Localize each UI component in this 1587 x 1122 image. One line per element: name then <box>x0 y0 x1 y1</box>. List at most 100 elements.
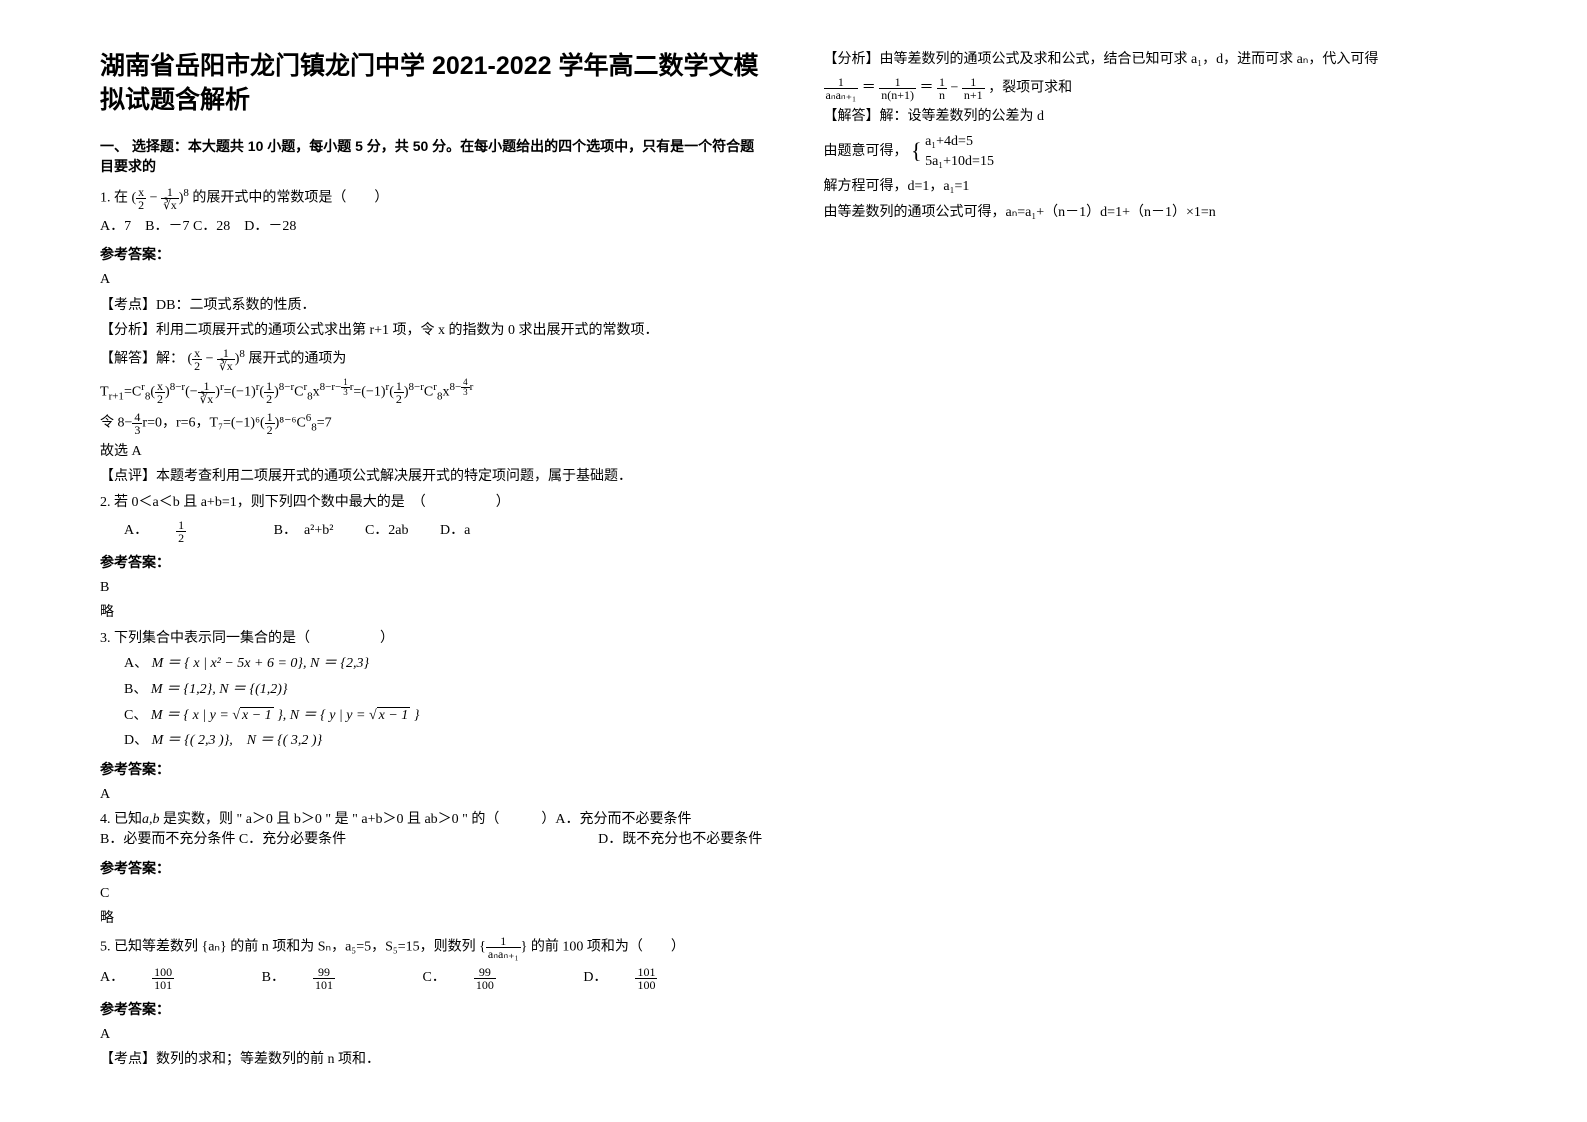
label: B． <box>262 968 285 988</box>
q5-general-term: 由等差数列的通项公式可得，aₙ=a₁+（n－1）d=1+（n－1）×1=n <box>824 203 1488 223</box>
frac-bot: aₙaₙ₊₁ <box>486 948 521 960</box>
frac-top: 1 <box>486 935 521 948</box>
sup: r <box>256 381 260 393</box>
frac: 1n <box>937 76 947 101</box>
expr: M ＝ {( 2,3 )}, N ＝ {( 3,2 )} <box>152 733 323 748</box>
exponent: 8 <box>239 348 245 360</box>
frac-bot: n <box>937 89 947 101</box>
expr: M ＝ { x | y = √x − 1 }, N ＝ { y | y = √x… <box>151 707 420 723</box>
opt-d: D．a <box>440 521 470 541</box>
frac: 12 <box>394 380 404 405</box>
frac: 1∛x <box>198 380 216 405</box>
opt-b: B．99101 <box>262 966 391 991</box>
sup: 8−43r <box>449 381 473 393</box>
eq2: 5a₁+10d=15 <box>925 152 994 172</box>
opt-a: A． 100101 <box>100 966 230 991</box>
q3-opt-c: C、 M ＝ { x | y = √x − 1 }, N ＝ { y | y =… <box>100 706 764 726</box>
frac-bot: 101 <box>152 979 174 991</box>
opt-b: B． a²+b² <box>274 521 334 541</box>
q5-answer: A <box>100 1025 764 1045</box>
sqrt: x − 1 <box>240 707 274 723</box>
question-1: 1. 在 (x2 − 1∛x)8 的展开式中的常数项是（ ） <box>100 186 764 211</box>
text: }, N ＝ { y | y = <box>274 708 369 723</box>
label: D． <box>583 968 607 988</box>
q1-tail: 的展开式中的常数项是（ ） <box>192 190 388 205</box>
text: M ＝ { x | y = <box>151 708 232 723</box>
frac-top: x <box>192 347 202 360</box>
text: ，裂项可求和 <box>988 80 1072 95</box>
frac: 1∛x <box>161 186 179 211</box>
eq: ＝ <box>862 80 876 95</box>
frac-top: 99 <box>313 966 335 979</box>
vars: a,b <box>142 812 160 827</box>
answer-label: 参考答案： <box>100 858 764 878</box>
frac-bot: 100 <box>474 979 496 991</box>
question-5: 5. 已知等差数列 {aₙ} 的前 n 项和为 Sₙ，a₅=5，S₅=15，则数… <box>100 935 764 960</box>
frac-bot: ∛x <box>198 393 216 405</box>
frac-bot: n(n+1) <box>879 89 916 101</box>
text: 的前 100 项和为（ ） <box>531 939 685 954</box>
q1-general-term: Tr+1=Cr8(x2)8−r(−1∛x)r=(−1)r(12)8−rCr8x8… <box>100 378 764 405</box>
frac-top: 101 <box>635 966 657 979</box>
expr: M ＝ { x | x² − 5x + 6 = 0}, N ＝ {2,3} <box>152 656 369 671</box>
frac: 1n(n+1) <box>879 76 916 101</box>
q1-kaodian: 【考点】DB：二项式系数的性质． <box>100 296 764 316</box>
opt-d: D． 101100 <box>583 966 713 991</box>
text: 令 <box>100 416 114 431</box>
frac-bot: 2 <box>265 424 275 436</box>
question-2: 2. 若 0＜a＜b 且 a+b=1，则下列四个数中最大的是 （ ） <box>100 493 764 513</box>
q4-answer: C <box>100 884 764 904</box>
opt-c: C．99100 <box>422 966 551 991</box>
frac-top: 1 <box>962 76 985 89</box>
q1-dianping: 【点评】本题考查利用二项展开式的通项公式解决展开式的特定项问题，属于基础题． <box>100 467 764 487</box>
label: C、 <box>124 708 147 723</box>
sup: 8−r−13r <box>320 381 354 393</box>
frac: 101100 <box>635 966 685 991</box>
q1-prefix: 1. 在 <box>100 190 128 205</box>
minus: − <box>951 80 959 95</box>
sup: r <box>386 381 390 393</box>
q5-telescoping: 1aₙaₙ₊₁ ＝ 1n(n+1) ＝ 1n − 1n+1 ，裂项可求和 <box>824 76 1488 101</box>
doc-title: 湖南省岳阳市龙门镇龙门中学 2021-2022 学年高二数学文模拟试题含解析 <box>100 50 764 118</box>
frac-bot: ∛x <box>161 199 179 211</box>
text: 由题意可得， <box>824 144 908 159</box>
label: A． <box>100 968 124 988</box>
frac-top: 1 <box>879 76 916 89</box>
frac-top: 4 <box>132 411 142 424</box>
text: r=0，r=6，T₇=(−1)⁶( <box>142 416 264 431</box>
frac: 43 <box>132 411 142 436</box>
frac: x2 <box>192 347 202 372</box>
frac-bot: 2 <box>192 360 202 372</box>
frac-bot: 2 <box>155 393 165 405</box>
frac-bot: 2 <box>136 199 146 211</box>
sup: 8−r <box>409 381 424 393</box>
subscript: r+1 <box>109 390 124 402</box>
frac: 12 <box>176 519 214 544</box>
frac-top: 1 <box>264 380 274 393</box>
text: )⁸⁻⁶C <box>275 416 306 431</box>
frac-bot: 2 <box>264 393 274 405</box>
frac-bot: 2 <box>176 532 186 544</box>
frac: 12 <box>264 380 274 405</box>
frac: 99100 <box>474 966 524 991</box>
sup: 8−r <box>170 381 185 393</box>
eq: ＝ <box>920 80 934 95</box>
text: =C <box>124 385 141 400</box>
frac-top: 1 <box>824 76 859 89</box>
frac-top: 1 <box>176 519 186 532</box>
frac-top: 1 <box>394 380 404 393</box>
frac-top: 100 <box>152 966 174 979</box>
sub: 8 <box>437 390 443 402</box>
text: 8− <box>118 416 133 431</box>
frac: 1n+1 <box>962 76 985 101</box>
q3-opt-a: A、 M ＝ { x | x² − 5x + 6 = 0}, N ＝ {2,3} <box>100 654 764 674</box>
label: 【解答】解： <box>100 352 184 367</box>
section-heading: 一、 选择题：本大题共 10 小题，每小题 5 分，共 50 分。在每小题给出的… <box>100 136 764 176</box>
frac-bot: 2 <box>394 393 404 405</box>
text: 展开式的通项为 <box>248 352 346 367</box>
q5-options: A．100101 B．99101 C．99100 D．101100 <box>100 966 764 991</box>
answer-label: 参考答案： <box>100 999 764 1019</box>
q1-options: A．7 B．－7 C．28 D．－28 <box>100 217 764 237</box>
sup: r <box>220 381 224 393</box>
frac: x2 <box>155 380 165 405</box>
